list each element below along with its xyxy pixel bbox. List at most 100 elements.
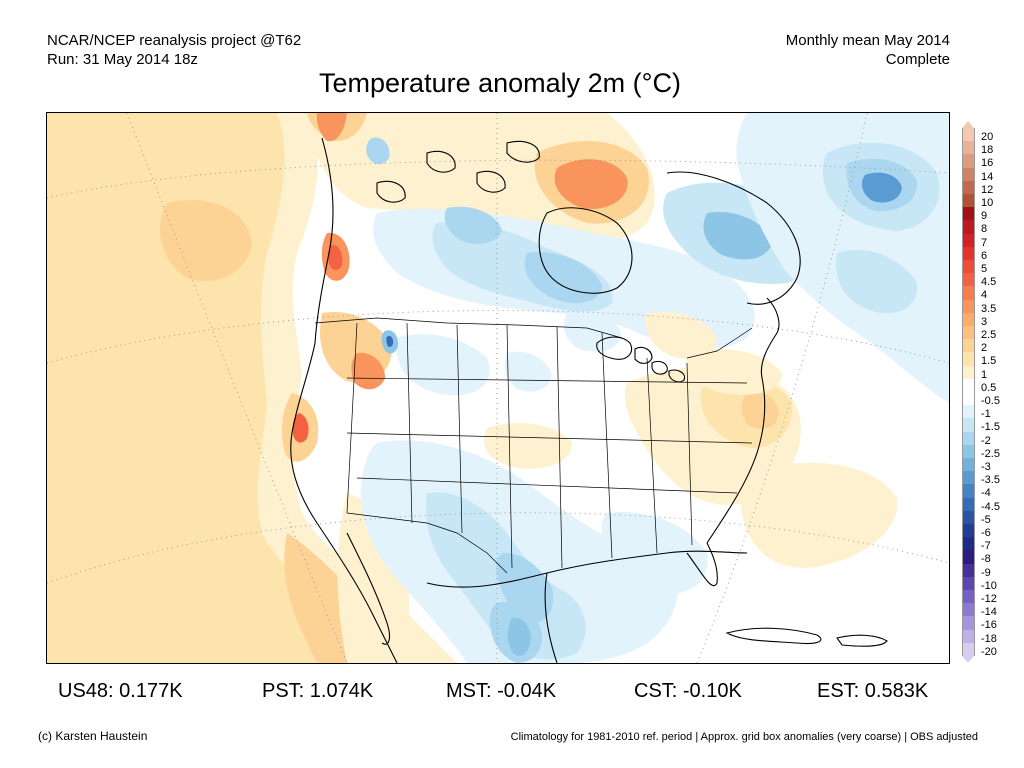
colorbar-label: -10 <box>981 579 997 592</box>
colorbar-level: 7 <box>958 233 1024 249</box>
colorbar-label: -20 <box>981 645 997 658</box>
cool-region-quebec-core <box>703 212 772 260</box>
colorbar-swatch <box>962 260 975 274</box>
colorbar-swatch <box>962 484 975 498</box>
colorbar-level: 0.5 <box>958 378 1024 393</box>
model-info: NCAR/NCEP reanalysis project @T62 <box>47 32 302 49</box>
colorbar-swatch <box>962 312 975 326</box>
colorbar-level: -4.5 <box>958 497 1024 513</box>
colorbar-label: 7 <box>981 236 988 249</box>
colorbar-level: 18 <box>958 141 1024 156</box>
colorbar-swatch <box>962 497 975 511</box>
colorbar-label: -14 <box>981 606 997 619</box>
colorbar-label: -4.5 <box>981 500 1000 513</box>
colorbar-swatch <box>962 194 975 208</box>
colorbar-swatch <box>962 510 975 524</box>
colorbar-level: 4 <box>958 286 1024 301</box>
warm-region-ontario <box>645 311 717 359</box>
stat-pst: PST: 1.074K <box>262 680 374 702</box>
colorbar-label: 20 <box>981 131 994 143</box>
header-right: Monthly mean May 2014 Complete <box>786 31 950 69</box>
colorbar-swatch <box>962 392 975 406</box>
status-info: Complete <box>885 51 950 68</box>
colorbar-level: -1 <box>958 405 1024 420</box>
colorbar-swatch <box>962 444 975 458</box>
colorbar-swatch <box>962 563 975 577</box>
warm-region-bc-core <box>328 244 343 271</box>
colorbar-label: 14 <box>981 170 994 183</box>
anomaly-fields <box>47 113 949 663</box>
colorbar-level: 2.5 <box>958 326 1024 341</box>
warm-region-plains <box>483 423 572 469</box>
map-title: Temperature anomaly 2m (°C) <box>319 68 681 98</box>
colorbar-swatch <box>962 365 975 379</box>
political-borders <box>314 317 753 574</box>
colorbar-swatch <box>962 180 975 194</box>
run-info: Run: 31 May 2014 18z <box>47 51 198 68</box>
colorbar-level: 14 <box>958 167 1024 183</box>
colorbar-label: -3.5 <box>981 474 1000 487</box>
colorbar-swatch <box>962 590 975 604</box>
colorbar-level: 6 <box>958 246 1024 262</box>
colorbar-label: -3 <box>981 461 991 473</box>
graticule <box>47 113 949 663</box>
colorbar-label: 12 <box>981 183 994 196</box>
colorbar-level: 16 <box>958 154 1024 170</box>
cool-region-gulf-core <box>507 617 531 656</box>
colorbar-swatch <box>962 207 975 221</box>
colorbar-label: -18 <box>981 632 997 645</box>
colorbar-swatch <box>962 339 975 353</box>
colorbar-level: 10 <box>958 194 1024 209</box>
colorbar-label: 6 <box>981 249 988 262</box>
colorbar-label: 16 <box>981 157 994 170</box>
colorbar-swatch <box>962 431 975 445</box>
colorbar-level: -3.5 <box>958 471 1024 487</box>
colorbar-label: -0.5 <box>981 395 1000 407</box>
colorbar-level: 12 <box>958 180 1024 196</box>
colorbar-swatch <box>962 286 975 300</box>
warm-region-pacific-core <box>159 199 252 282</box>
colorbar-level: -18 <box>958 629 1024 645</box>
colorbar-level: -3 <box>958 458 1024 473</box>
colorbar-top-arrow <box>962 121 974 128</box>
colorbar-label: 3.5 <box>981 302 997 315</box>
stat-mst: MST: -0.04K <box>446 680 557 702</box>
colorbar-label: 4.5 <box>981 276 997 289</box>
colorbar-swatch <box>962 524 975 538</box>
warm-region-california-core <box>292 413 309 443</box>
colorbar-swatch <box>962 576 975 590</box>
colorbar-bottom-arrow <box>962 656 974 663</box>
colorbar-label: 8 <box>981 223 988 236</box>
colorbar-label: 9 <box>981 210 988 223</box>
cool-region-rockies <box>396 334 490 396</box>
colorbar-level: -2 <box>958 431 1024 447</box>
colorbar-swatch <box>962 220 975 234</box>
colorbar-swatch <box>962 616 975 630</box>
colorbar-level: 1 <box>958 365 1024 380</box>
stat-us48: US48: 0.177K <box>58 680 183 702</box>
colorbar-label: -8 <box>981 553 991 566</box>
colorbar-level: -8 <box>958 550 1024 566</box>
colorbar-label: -5 <box>981 513 991 526</box>
colorbar-label: -2 <box>981 434 991 447</box>
colorbar-label: 10 <box>981 197 994 209</box>
colorbar-level: -5 <box>958 510 1024 526</box>
colorbar-swatch <box>962 603 975 617</box>
colorbar-swatch <box>962 167 975 181</box>
colorbar-level: 4.5 <box>958 273 1024 289</box>
colorbar-label: -7 <box>981 540 991 553</box>
period-info: Monthly mean May 2014 <box>785 32 950 49</box>
colorbar-level: 3.5 <box>958 299 1024 315</box>
colorbar-level: -16 <box>958 616 1024 631</box>
colorbar-swatch <box>962 352 975 366</box>
cool-region-colorado <box>504 351 552 392</box>
colorbar-swatch <box>962 246 975 260</box>
colorbar-label: -9 <box>981 566 991 579</box>
regional-stats: US48: 0.177K PST: 1.074K MST: -0.04K CST… <box>0 680 1024 706</box>
colorbar-swatch <box>962 299 975 313</box>
colorbar-level: 3 <box>958 312 1024 327</box>
colorbar-swatch <box>962 128 975 142</box>
colorbar-swatch <box>962 629 975 643</box>
anomaly-map <box>46 112 950 664</box>
warm-region-caribbean <box>740 462 898 568</box>
